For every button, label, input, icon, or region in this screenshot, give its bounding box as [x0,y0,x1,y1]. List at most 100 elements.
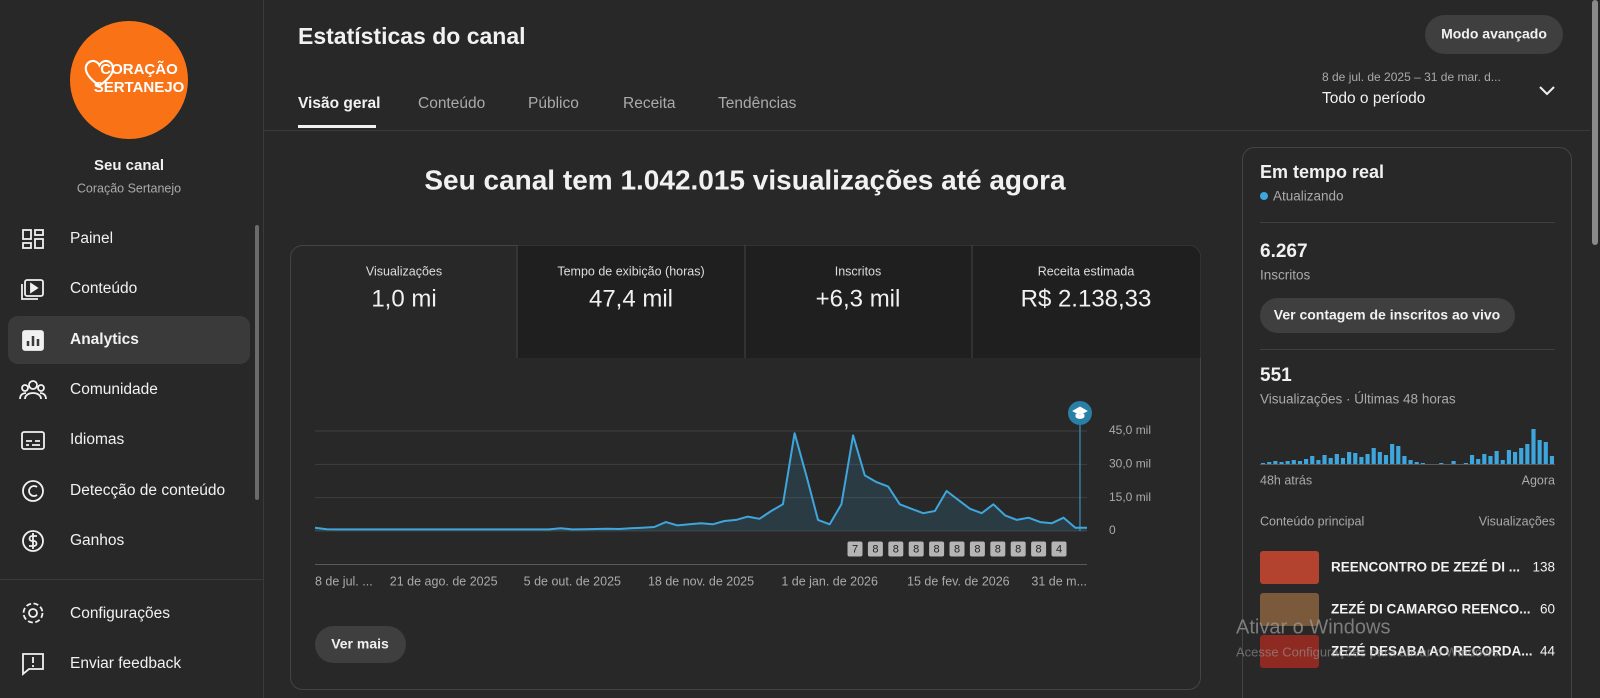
period-dropdown-chevron[interactable] [1539,86,1555,96]
bar [1359,457,1364,464]
bar [1383,455,1389,464]
nav-item[interactable]: Idiomas [70,431,125,448]
sidebar-scrollbar[interactable] [255,225,259,500]
nav-item[interactable]: Detecção de conteúdo [70,482,225,499]
content-title[interactable]: ZEZÉ DESABA AO RECORDA... [1331,644,1533,659]
badge[interactable] [1010,541,1026,557]
metric-value[interactable]: 1,0 mi [371,285,436,312]
badge-label[interactable]: 8 [995,543,1001,555]
sidebar-title: Seu canal [94,157,164,174]
badge[interactable] [969,541,985,557]
realtime-title: Em tempo real [1260,162,1384,182]
nav-item[interactable]: Ganhos [70,532,125,549]
bar [1304,459,1309,464]
tab[interactable]: Conteúdo [418,95,485,112]
metric-value[interactable]: R$ 2.138,33 [1021,285,1152,312]
badge-label[interactable]: 8 [934,543,940,555]
thumbnail[interactable] [1260,593,1319,626]
badge-label[interactable]: 8 [974,543,980,555]
logo-text: CORAÇÃO [100,60,178,78]
tab[interactable]: Visão geral [298,95,380,112]
button-label[interactable]: Modo avançado [1441,26,1547,42]
badge[interactable] [908,541,924,557]
nav-item[interactable]: Conteúdo [70,280,137,297]
badge-label[interactable]: 8 [872,543,878,555]
channel-logo[interactable] [70,21,188,139]
bar [1439,463,1444,464]
metric-label[interactable]: Inscritos [835,264,882,278]
headline: Seu canal tem 1.042.015 visualizações at… [424,164,1066,195]
tab[interactable]: Tendências [718,95,797,112]
icon-feedback [22,653,44,676]
live-count-button[interactable] [1260,298,1515,333]
subscriber-label: Inscritos [1260,268,1311,283]
badge[interactable] [847,541,863,557]
thumbnail[interactable] [1260,635,1319,668]
badge[interactable] [867,541,883,557]
nav-active-background [8,316,250,364]
y-tick-label: 15,0 mil [1109,490,1151,504]
badge[interactable] [929,541,945,557]
content-title[interactable]: ZEZÉ DI CAMARGO REENCO... [1331,602,1531,617]
button-label[interactable]: Ver mais [331,636,389,652]
badge[interactable] [888,541,904,557]
chart-start-label: 48h atrás [1260,473,1312,487]
x-tick-label: 21 de ago. de 2025 [390,574,498,588]
nav-item[interactable]: Enviar feedback [70,655,181,672]
tab[interactable]: Público [528,95,579,112]
y-tick-label: 0 [1109,523,1116,537]
nav-item[interactable]: Configurações [70,605,170,622]
bar [1334,454,1339,464]
badge-label[interactable]: 4 [1056,543,1062,555]
column-header: Conteúdo principal [1260,514,1364,528]
bar [1488,456,1493,464]
y-tick-label: 30,0 mil [1109,457,1151,471]
content-views: 138 [1532,560,1555,575]
tab[interactable]: Receita [623,95,676,112]
badge-label[interactable]: 7 [852,543,858,555]
metric-label[interactable]: Receita estimada [1038,264,1135,278]
content-title[interactable]: REENCONTRO DE ZEZÉ DI ... [1331,560,1520,575]
badge-label[interactable]: 8 [1015,543,1021,555]
icon-settings [22,602,44,624]
nav-item[interactable]: Analytics [70,331,139,348]
nav-item[interactable]: Comunidade [70,381,158,398]
x-tick-label: 15 de fev. de 2026 [907,574,1010,588]
page-scrollbar[interactable] [1592,0,1598,245]
metric-value[interactable]: +6,3 mil [816,285,901,312]
metric-label[interactable]: Tempo de exibição (horas) [557,264,704,278]
badge[interactable] [1031,541,1047,557]
advanced-mode-button[interactable] [1425,15,1563,54]
subscriber-count: 6.267 [1260,241,1308,262]
bar [1291,460,1296,464]
metric-value[interactable]: 47,4 mil [589,285,673,312]
badge-label[interactable]: 8 [913,543,919,555]
badge-label[interactable]: 8 [893,543,899,555]
nav-item[interactable]: Painel [70,230,113,247]
badge[interactable] [990,541,1006,557]
button-label[interactable]: Ver contagem de inscritos ao vivo [1274,307,1500,323]
bar [1525,444,1530,464]
badge[interactable] [949,541,965,557]
nav-icons [19,229,47,676]
line-area [315,433,1087,531]
bar [1377,452,1382,464]
period[interactable]: Todo o período [1322,90,1425,107]
content-views: 44 [1540,644,1556,659]
bar [1537,440,1542,464]
badge-label[interactable]: 8 [954,543,960,555]
chart-end-label: Agora [1522,473,1555,487]
column-header: Visualizações [1479,514,1555,528]
badge[interactable] [1051,541,1067,557]
badge-label[interactable]: 8 [1036,543,1042,555]
bar [1261,463,1266,464]
bar [1408,460,1413,464]
bar [1371,448,1376,464]
bar [1549,456,1554,464]
bar [1451,461,1456,464]
metric-label[interactable]: Visualizações [366,264,442,278]
thumbnail[interactable] [1260,551,1319,584]
icon-community [19,380,47,400]
more-button[interactable] [315,626,406,663]
